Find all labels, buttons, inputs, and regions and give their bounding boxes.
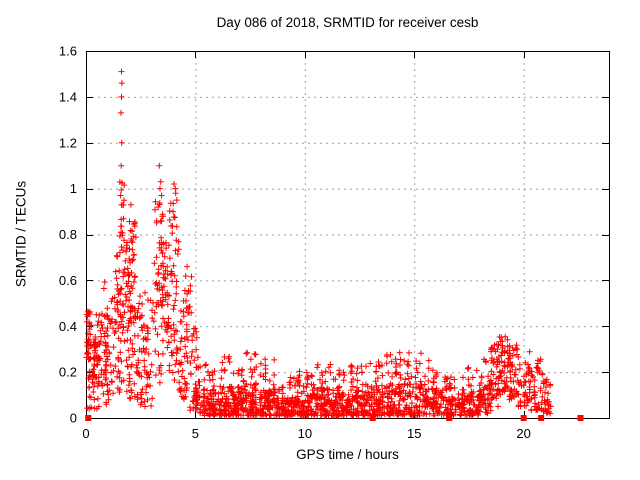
y-tick-label: 1 — [70, 181, 77, 196]
x-tick-label: 5 — [192, 426, 199, 441]
grid-lines — [86, 51, 609, 418]
y-tick-label: 0.8 — [59, 227, 77, 242]
y-tick-label: 0.6 — [59, 273, 77, 288]
x-tick-label: 15 — [407, 426, 421, 441]
chart-title: Day 086 of 2018, SRMTID for receiver ces… — [216, 15, 479, 30]
y-axis-label: SRMTID / TECUs — [13, 180, 29, 288]
y-tick-label: 0.2 — [59, 365, 77, 380]
scatter-points — [83, 68, 554, 419]
x-tick-label: 10 — [298, 426, 312, 441]
x-tick-label: 0 — [82, 426, 89, 441]
y-tick-label: 1.6 — [59, 44, 77, 59]
y-tick-label: 0 — [70, 411, 77, 426]
x-axis-label: GPS time / hours — [296, 447, 399, 462]
y-tick-label: 1.4 — [59, 89, 77, 104]
tick-labels: 0 5 10 15 20 0 0.2 0.4 0.6 0.8 1 1.2 1.4 1.6 — [59, 44, 531, 442]
y-tick-label: 0.4 — [59, 319, 77, 334]
y-tick-label: 1.2 — [59, 135, 77, 150]
x-tick-label: 20 — [516, 426, 530, 441]
flag-markers — [85, 415, 584, 421]
